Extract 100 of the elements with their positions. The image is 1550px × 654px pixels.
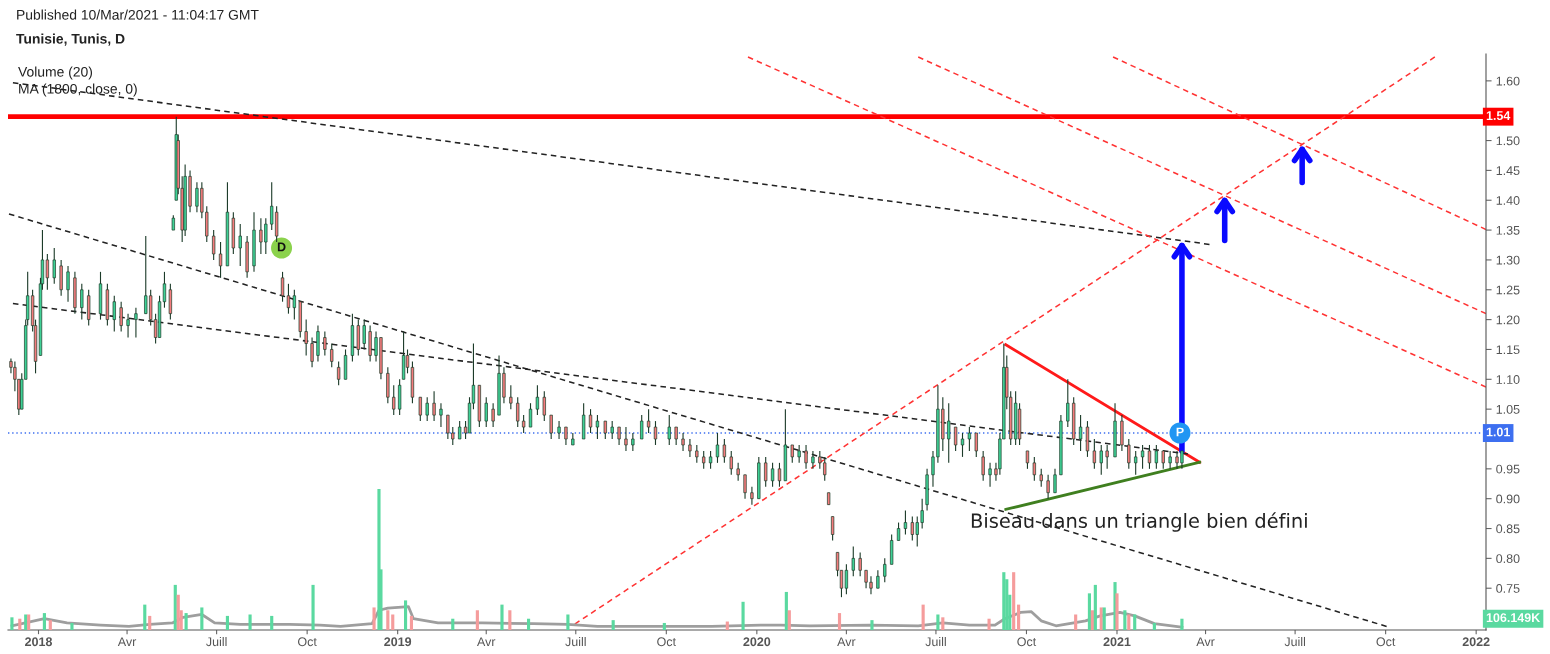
candlestick	[398, 378, 402, 416]
bar	[386, 610, 390, 630]
bar	[1087, 593, 1092, 630]
candlestick	[1032, 456, 1036, 482]
candlestick	[764, 456, 768, 488]
candlestick	[286, 283, 291, 315]
series-label: D	[277, 242, 286, 252]
bar	[148, 615, 152, 630]
bar	[837, 613, 842, 630]
candlestick	[66, 265, 70, 303]
candlestick	[432, 390, 436, 422]
bar	[1090, 610, 1094, 630]
x-tick-label: Avr	[476, 637, 496, 646]
candlestick	[542, 390, 546, 422]
candlestick	[509, 384, 513, 410]
candlestick	[967, 426, 972, 452]
bar	[391, 614, 395, 630]
candlestick	[947, 402, 951, 464]
bar	[403, 600, 408, 630]
bar	[500, 604, 504, 630]
bar	[1012, 572, 1016, 630]
x-tick-label: Juill	[565, 636, 586, 647]
x-tick-label: 2021	[1103, 637, 1131, 647]
bar	[784, 591, 788, 630]
candlestick	[80, 283, 84, 321]
x-tick-label: 2018	[25, 637, 53, 647]
candlestick	[310, 336, 314, 368]
candlestick	[45, 253, 49, 291]
bar	[475, 610, 479, 630]
bar	[662, 622, 666, 630]
candlestick	[1147, 444, 1152, 470]
y-tick-label: 1.15	[1496, 345, 1520, 355]
candlestick	[112, 295, 116, 333]
bar	[270, 615, 274, 630]
candlestick	[418, 396, 422, 422]
bar	[1115, 593, 1119, 630]
candlestick	[722, 438, 726, 464]
candlestick	[304, 319, 308, 356]
candlestick	[890, 533, 894, 565]
bar	[611, 620, 615, 630]
candlestick	[830, 516, 835, 542]
y-tick-label: 1.50	[1496, 136, 1520, 146]
x-tick-label: 2020	[743, 637, 771, 647]
candlestick	[640, 414, 644, 440]
candlestick	[280, 271, 285, 303]
y-tick-label: 1.30	[1496, 255, 1520, 265]
bar	[1152, 622, 1156, 630]
candlestick	[624, 426, 628, 452]
bar	[248, 614, 252, 630]
bar	[987, 618, 991, 630]
x-tick-label: 2022	[1462, 637, 1490, 647]
candlestick	[811, 450, 815, 470]
candlestick	[770, 462, 775, 488]
candlestick	[238, 223, 242, 267]
ref-line-label: 1.01	[1486, 427, 1510, 437]
bar	[70, 622, 74, 630]
candlestick	[988, 462, 992, 488]
bar	[48, 620, 52, 630]
candlestick	[1092, 438, 1096, 470]
y-tick-label: 1.05	[1496, 404, 1520, 414]
candlestick	[736, 462, 740, 482]
bar	[1074, 614, 1078, 630]
bar	[941, 617, 945, 630]
candlestick	[729, 450, 733, 476]
y-tick-label: 1.25	[1496, 285, 1520, 295]
bar	[787, 610, 791, 630]
candlestick	[323, 330, 327, 356]
bar	[184, 613, 188, 630]
x-tick-label: Juill	[1284, 636, 1306, 647]
y-tick-label: 0.90	[1496, 494, 1520, 504]
x-tick-label: Oct	[298, 637, 317, 647]
candlestick	[851, 545, 855, 577]
bar	[1127, 614, 1131, 630]
bar	[200, 607, 204, 630]
candlestick	[960, 432, 965, 458]
bar	[566, 614, 570, 630]
candlestick	[715, 432, 720, 464]
candlestick	[1099, 444, 1103, 476]
candlestick	[516, 396, 520, 428]
candlestick	[631, 432, 635, 452]
y-tick-label: 0.95	[1496, 464, 1520, 474]
bar	[143, 604, 147, 630]
candlestick	[681, 432, 685, 452]
candlestick	[1134, 450, 1138, 476]
candlestick	[330, 342, 334, 368]
bar	[409, 615, 414, 630]
candlestick	[535, 384, 540, 416]
bar	[1123, 610, 1127, 630]
annotation: Biseau dans un triangle bien défini	[971, 512, 1307, 532]
candlestick	[588, 408, 593, 434]
candlestick	[162, 271, 167, 309]
bar	[741, 601, 745, 630]
candlestick	[87, 289, 91, 327]
x-tick-label: Avr	[837, 637, 856, 646]
candlestick	[168, 283, 172, 321]
x-tick-label: Oct	[657, 637, 676, 647]
candlestick	[528, 402, 533, 428]
candlestick	[777, 462, 782, 488]
bar	[451, 618, 455, 630]
bar	[18, 618, 22, 630]
